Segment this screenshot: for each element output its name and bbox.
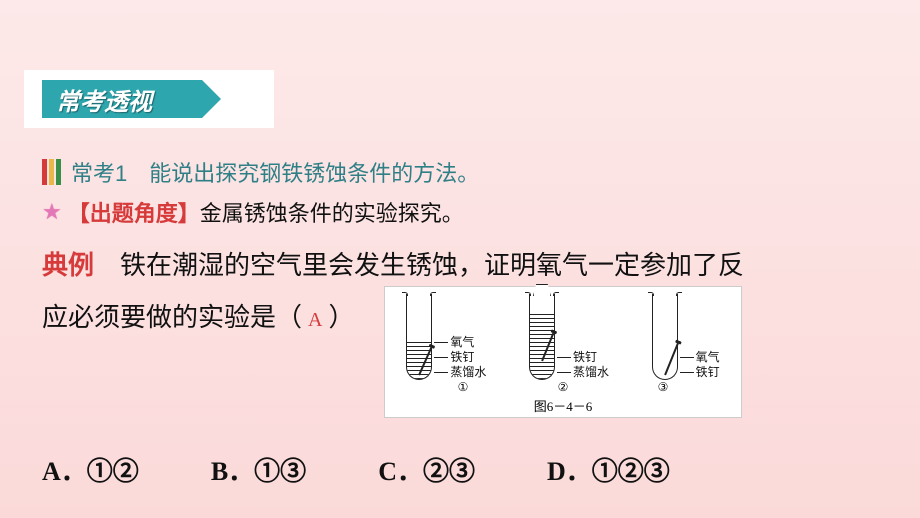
tube-2 <box>529 294 555 380</box>
option-a: A．①② <box>42 451 139 488</box>
tube-2-labels: 铁钉 蒸馏水 <box>557 350 609 380</box>
option-b: B．①③ <box>211 451 306 488</box>
tube-ids: ① ② ③ <box>385 380 741 396</box>
header-title: 常考透视 <box>56 82 152 117</box>
tube-1-labels: 氧气 铁钉 蒸馏水 <box>434 335 486 380</box>
answer-text: A <box>302 309 328 331</box>
question-line2b: ） <box>328 303 354 332</box>
tube-3-labels: 氧气 铁钉 <box>680 350 720 380</box>
topic-text: 能说出探究钢铁锈蚀条件的方法。 <box>149 156 479 188</box>
angle-label: 【出题角度】 <box>68 196 200 228</box>
tube-1-wrap: 氧气 铁钉 蒸馏水 <box>406 294 486 380</box>
tube-2-wrap: 铁钉 蒸馏水 <box>529 294 609 380</box>
tube-3-wrap: 氧气 铁钉 <box>652 294 720 380</box>
question-line2a: 应必须要做的实验是（ <box>42 303 302 332</box>
tube-3 <box>652 294 678 380</box>
topic-line: 常考1 能说出探究钢铁锈蚀条件的方法。 <box>42 156 479 188</box>
color-bars-icon <box>42 159 63 185</box>
question-line1: 铁在潮湿的空气里会发生锈蚀，证明氧气一定参加了反 <box>94 251 744 280</box>
header-badge-shape: 常考透视 <box>42 80 202 118</box>
example-label: 典例 <box>42 251 94 280</box>
tubes-row: 氧气 铁钉 蒸馏水 铁钉 蒸馏水 氧气 铁钉 <box>385 287 741 380</box>
angle-text: 金属锈蚀条件的实验探究。 <box>200 196 464 228</box>
options-row: A．①② B．①③ C．②③ D．①②③ <box>42 451 878 488</box>
option-d: D．①②③ <box>547 451 670 488</box>
topic-label: 常考1 <box>71 156 127 188</box>
star-icon: ★ <box>42 199 62 225</box>
angle-line: ★ 【出题角度】 金属锈蚀条件的实验探究。 <box>42 196 464 228</box>
experiment-figure: 氧气 铁钉 蒸馏水 铁钉 蒸馏水 氧气 铁钉 <box>384 286 742 418</box>
figure-caption: 图6－4－6 <box>385 396 741 417</box>
option-c: C．②③ <box>378 451 475 488</box>
section-header: 常考透视 <box>24 70 274 128</box>
tube-1 <box>406 294 432 380</box>
